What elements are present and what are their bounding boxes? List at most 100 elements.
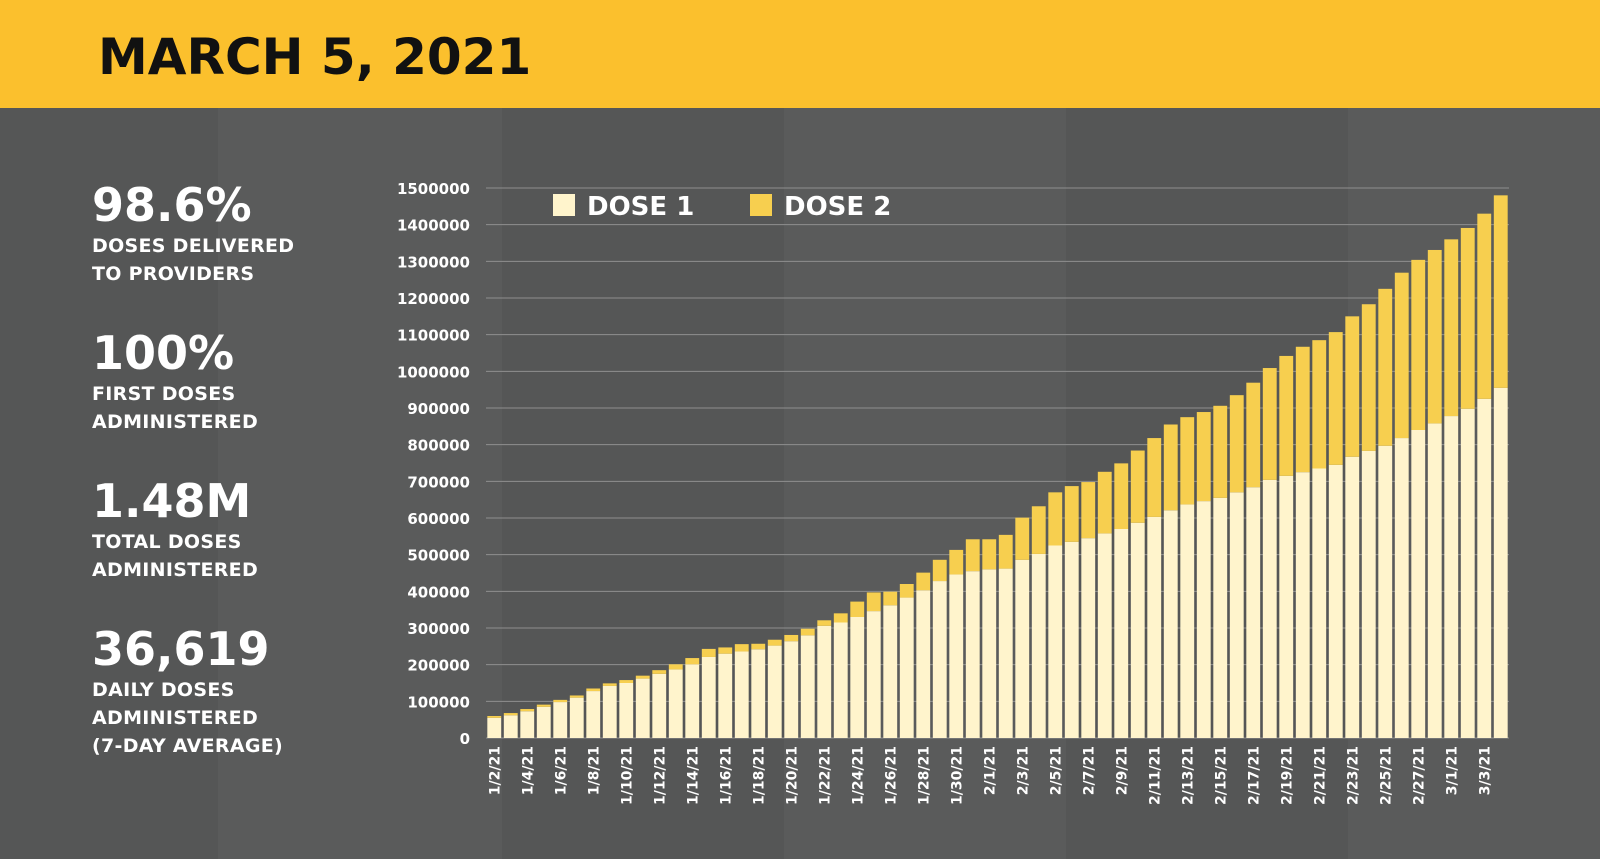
y-tick-label: 300000 bbox=[407, 620, 470, 638]
bar-dose-1 bbox=[1064, 541, 1079, 738]
stat-label-line: FIRST DOSES bbox=[92, 383, 236, 405]
bar-dose-2 bbox=[1493, 195, 1508, 388]
bar-dose-2 bbox=[635, 675, 650, 679]
x-tick-label: 1/14/21 bbox=[685, 746, 701, 805]
bar-dose-1 bbox=[1114, 529, 1129, 738]
bar-dose-1 bbox=[1312, 468, 1327, 738]
x-tick-label: 1/30/21 bbox=[949, 746, 965, 805]
bar-dose-2 bbox=[982, 539, 997, 570]
bar-dose-1 bbox=[1262, 479, 1277, 738]
bar-dose-1 bbox=[1081, 538, 1096, 738]
x-tick-label: 2/15/21 bbox=[1213, 746, 1229, 805]
bar-dose-1 bbox=[833, 622, 848, 738]
x-tick-label: 1/24/21 bbox=[850, 746, 866, 805]
legend-label: DOSE 1 bbox=[587, 192, 694, 222]
bar-dose-1 bbox=[883, 605, 898, 738]
bar-dose-1 bbox=[850, 617, 865, 738]
stat-label-line: ADMINISTERED bbox=[92, 707, 259, 729]
bar-dose-2 bbox=[668, 664, 683, 670]
bar-dose-1 bbox=[1345, 456, 1360, 738]
bar-dose-1 bbox=[1163, 510, 1178, 738]
bar-dose-1 bbox=[800, 635, 815, 738]
bar-dose-2 bbox=[619, 680, 634, 683]
bar-dose-2 bbox=[536, 704, 551, 707]
bar-dose-1 bbox=[1378, 445, 1393, 738]
bar-dose-2 bbox=[1213, 405, 1228, 498]
bar-dose-1 bbox=[569, 697, 584, 738]
bar-dose-2 bbox=[965, 539, 980, 572]
bar-dose-2 bbox=[1361, 304, 1376, 451]
x-tick-label: 1/18/21 bbox=[751, 746, 767, 805]
x-tick-label: 2/5/21 bbox=[1048, 746, 1064, 795]
bar-dose-2 bbox=[520, 709, 535, 712]
stat-value: 100% bbox=[92, 326, 235, 380]
bar-dose-1 bbox=[1427, 423, 1442, 738]
bar-dose-2 bbox=[1378, 288, 1393, 446]
y-tick-label: 800000 bbox=[407, 437, 470, 455]
bar-dose-1 bbox=[1180, 504, 1195, 738]
bar-dose-2 bbox=[487, 716, 502, 718]
bar-dose-1 bbox=[586, 691, 601, 738]
bar-dose-1 bbox=[982, 569, 997, 738]
bar-dose-2 bbox=[734, 644, 749, 652]
y-tick-label: 100000 bbox=[407, 693, 470, 711]
bar-dose-2 bbox=[1427, 249, 1442, 424]
bar-dose-2 bbox=[916, 572, 931, 591]
x-tick-label: 2/1/21 bbox=[982, 746, 998, 795]
bar-dose-1 bbox=[1411, 430, 1426, 738]
x-tick-label: 2/27/21 bbox=[1411, 746, 1427, 805]
bar-dose-2 bbox=[1180, 417, 1195, 505]
bar-dose-1 bbox=[751, 649, 766, 738]
bar-dose-2 bbox=[866, 592, 881, 612]
x-tick-label: 1/10/21 bbox=[619, 746, 635, 805]
stat-label: DAILY DOSES ADMINISTERED (7-DAY AVERAGE) bbox=[92, 676, 283, 760]
bar-dose-2 bbox=[1196, 412, 1211, 502]
y-tick-label: 1400000 bbox=[397, 217, 470, 235]
bar-dose-2 bbox=[767, 639, 782, 646]
bar-dose-2 bbox=[1097, 471, 1112, 534]
bar-dose-1 bbox=[734, 651, 749, 738]
y-tick-label: 700000 bbox=[407, 473, 470, 491]
bar-dose-1 bbox=[817, 625, 832, 738]
bar-dose-1 bbox=[1130, 522, 1145, 738]
stat-daily-doses: 36,619 DAILY DOSES ADMINISTERED (7-DAY A… bbox=[92, 622, 283, 760]
background-band bbox=[218, 108, 502, 859]
y-tick-label: 1300000 bbox=[397, 253, 470, 271]
y-tick-label: 1200000 bbox=[397, 290, 470, 308]
x-tick-label: 2/3/21 bbox=[1015, 746, 1031, 795]
stat-label: DOSES DELIVERED TO PROVIDERS bbox=[92, 232, 294, 288]
x-tick-label: 2/23/21 bbox=[1345, 746, 1361, 805]
stat-doses-delivered: 98.6% DOSES DELIVERED TO PROVIDERS bbox=[92, 178, 294, 288]
stat-label-line: TO PROVIDERS bbox=[92, 263, 255, 285]
x-tick-label: 1/12/21 bbox=[652, 746, 668, 805]
bar-dose-2 bbox=[949, 549, 964, 575]
stat-label: FIRST DOSES ADMINISTERED bbox=[92, 380, 258, 436]
legend-swatch bbox=[750, 194, 772, 216]
stat-value: 36,619 bbox=[92, 622, 270, 676]
bar-dose-2 bbox=[1147, 438, 1162, 517]
bar-dose-1 bbox=[932, 581, 947, 738]
bar-dose-2 bbox=[1460, 227, 1475, 409]
bar-dose-1 bbox=[965, 571, 980, 738]
bar-dose-1 bbox=[1031, 553, 1046, 738]
bar-dose-1 bbox=[1477, 398, 1492, 738]
bar-dose-2 bbox=[1064, 486, 1079, 542]
bar-dose-2 bbox=[1015, 517, 1030, 560]
bar-dose-2 bbox=[1081, 482, 1096, 539]
legend-label: DOSE 2 bbox=[784, 192, 891, 222]
bar-dose-1 bbox=[1048, 545, 1063, 738]
bar-dose-1 bbox=[1295, 472, 1310, 738]
bar-dose-2 bbox=[1114, 463, 1129, 529]
bar-dose-1 bbox=[619, 683, 634, 738]
bar-dose-1 bbox=[487, 717, 502, 738]
bar-dose-1 bbox=[1279, 475, 1294, 738]
y-tick-label: 1500000 bbox=[397, 180, 470, 198]
y-tick-label: 1100000 bbox=[397, 327, 470, 345]
stat-label-line: TOTAL DOSES bbox=[92, 531, 242, 553]
y-tick-label: 500000 bbox=[407, 547, 470, 565]
stat-first-doses: 100% FIRST DOSES ADMINISTERED bbox=[92, 326, 258, 436]
bar-dose-2 bbox=[833, 613, 848, 623]
bar-dose-2 bbox=[998, 534, 1013, 569]
bar-dose-1 bbox=[1493, 387, 1508, 738]
bar-dose-1 bbox=[1246, 487, 1261, 738]
